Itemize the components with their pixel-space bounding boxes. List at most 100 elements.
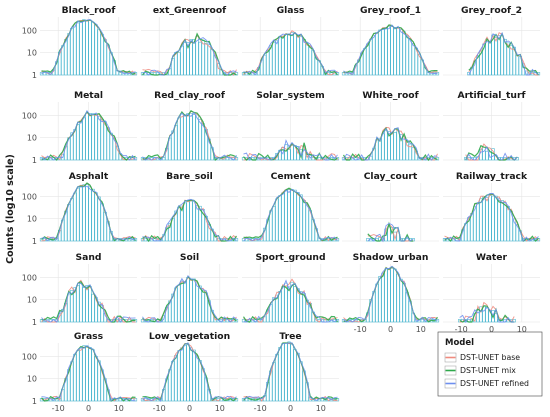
histogram-bar [281,192,285,242]
histogram-bar [103,39,107,76]
histogram-bar [70,198,74,242]
histogram-bar [100,119,104,161]
line-dst-unet-refined [243,188,338,242]
histogram-bar [335,238,340,242]
histogram-bar [88,19,92,76]
histogram-bar [299,361,303,402]
panel-railway-track: Railway_track [442,171,541,242]
y-tick-label: 1 [32,318,37,327]
histogram-bar [189,200,193,242]
histogram-bar [198,119,202,161]
panel-title: Cement [271,171,311,182]
histogram-bar [186,42,190,76]
histogram-bar [201,40,205,76]
y-tick-label: 1 [32,71,37,80]
histogram-bar [302,293,306,323]
histogram-bar [85,112,89,161]
histogram-bar [186,113,190,161]
panel-title: Low_vegetation [149,331,230,342]
panel-title: Artificial_turf [458,90,527,101]
histogram-bar [284,342,288,402]
histogram-bars [39,184,138,242]
histogram-bar [67,204,71,242]
histogram-bar [411,147,415,161]
histogram-bar [210,49,214,76]
histogram-bar [299,36,303,76]
histogram-bar [177,350,181,402]
histogram-bar [189,39,193,76]
histogram-bar [393,132,397,161]
histogram-bar [174,124,178,161]
legend-entry-label: DST-UNET refined [460,379,529,388]
histogram-bar [393,231,397,242]
histogram-bar [143,238,148,242]
panel-soil: Soil [140,252,239,323]
panel-black-roof: Black_roof 1 10 100 [22,5,138,80]
panel-title: Clay_court [364,171,418,182]
histogram-bar [244,398,249,402]
histogram-bar [302,39,306,76]
model-lines [367,221,414,243]
histogram-bar [387,131,391,161]
histogram-bar [85,184,89,242]
y-axis-label: Counts (log10 scale) [5,154,16,264]
histogram-bar [70,27,74,76]
histogram-bar [201,123,205,161]
panel-title: Glass [277,5,305,16]
histogram-bar [278,195,282,242]
histogram-bar [177,117,181,161]
histogram-bar [118,72,122,76]
histogram-bar [207,44,211,76]
x-tick-label: 0 [86,404,91,413]
histogram-bar [183,281,187,323]
histogram-bar [497,35,501,76]
histogram-bar [73,287,77,323]
histogram-bar [287,341,291,402]
line-dst-unet-mix [142,275,237,323]
histogram-bar [91,349,95,402]
histogram-bar [73,24,77,76]
line-dst-unet-refined [41,345,136,402]
histogram-bar [88,186,92,242]
histogram-bar [281,35,285,76]
histogram-bars [341,26,440,76]
panel-clay-court: Clay_court [342,171,439,243]
panel-solar-system: Solar_system [241,90,340,161]
histogram-bar [503,38,507,76]
model-lines [243,278,339,323]
histogram-bar [281,286,285,323]
histogram-bar [494,313,498,323]
line-dst-unet-refined [367,222,414,243]
histogram-bar [512,319,516,323]
histogram-bar [284,144,288,161]
histogram-bar [198,360,202,402]
panel-title: Solar_system [256,90,325,101]
histogram-bars [39,112,138,161]
histogram-bar [378,276,382,323]
histogram-bar [177,284,181,323]
y-tick-label: 10 [27,296,37,305]
panel-sand: Sand 1 10 100 [22,252,138,327]
panel-title: Metal [74,90,103,101]
line-dst-unet-refined [41,19,136,75]
histogram-bar [198,285,202,323]
panel-sport-ground: Sport_ground [241,252,340,323]
line-dst-unet-refined [243,32,338,76]
panel-title: Grey_roof_2 [461,5,522,16]
histogram-bar [284,282,288,323]
histogram-bar [79,347,83,402]
line-dst-unet-mix [41,281,136,323]
histogram-bar [417,53,421,76]
line-dst-unet-refined [142,342,237,403]
histogram-bar [302,199,306,242]
line-dst-unet-mix [142,199,237,243]
histogram-bar [109,132,113,161]
histogram-bar [482,146,486,161]
histogram-bar [76,22,80,76]
histogram-bar [275,40,279,76]
histogram-bar [372,34,376,76]
x-tick-label: 0 [388,325,393,334]
panel-title: ext_Greenroof [153,5,227,16]
histogram-bar [384,129,388,161]
